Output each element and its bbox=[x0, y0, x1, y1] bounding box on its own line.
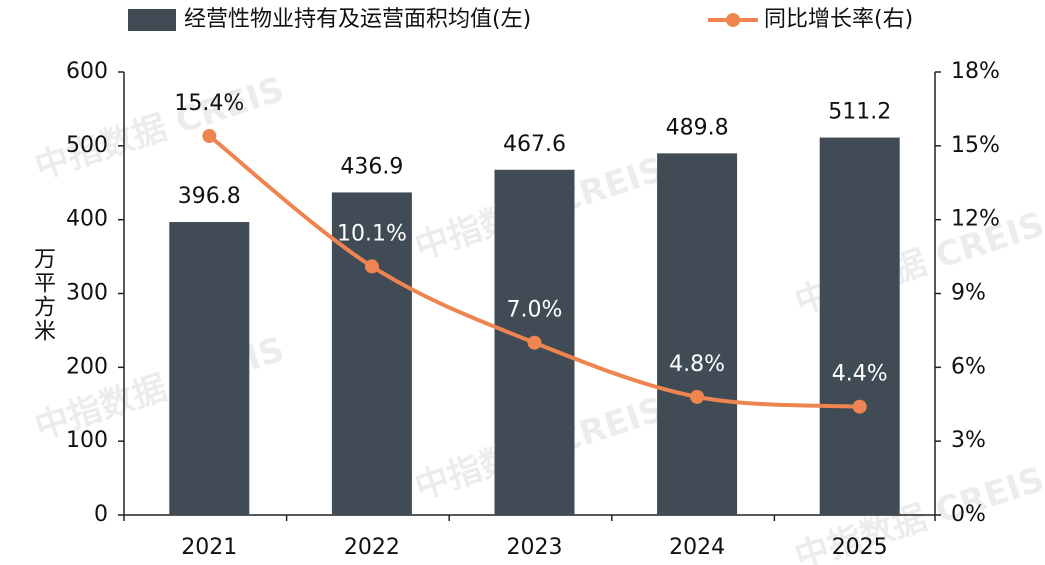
y-tick-label: 600 bbox=[66, 59, 108, 84]
bar bbox=[657, 153, 738, 516]
y-tick-label: 300 bbox=[66, 281, 108, 306]
y2-tick-label: 12% bbox=[951, 207, 1000, 232]
legend-label: 经营性物业持有及运营面积均值(左) bbox=[184, 7, 531, 32]
y2-tick-label: 18% bbox=[951, 59, 1000, 84]
x-tick-label: 2024 bbox=[669, 535, 725, 560]
bar bbox=[819, 137, 900, 515]
y2-tick-label: 9% bbox=[951, 281, 986, 306]
y-tick-label: 100 bbox=[66, 428, 108, 453]
line-value-label: 4.8% bbox=[669, 352, 725, 377]
bar-value-label: 436.9 bbox=[340, 154, 403, 179]
y2-tick-label: 6% bbox=[951, 354, 986, 379]
line-value-label: 4.4% bbox=[832, 362, 888, 387]
bar bbox=[169, 222, 250, 515]
line-value-label: 7.0% bbox=[507, 298, 563, 323]
y-tick-label: 200 bbox=[66, 354, 108, 379]
bar-value-label: 489.8 bbox=[666, 115, 729, 140]
line-point bbox=[527, 335, 542, 350]
line-value-label: 15.4% bbox=[174, 91, 244, 116]
y-axis-label: 万平方米 bbox=[30, 247, 56, 343]
x-tick-label: 2022 bbox=[344, 535, 400, 560]
line-point bbox=[690, 389, 705, 404]
y-tick-label: 500 bbox=[66, 133, 108, 158]
x-tick-label: 2021 bbox=[181, 535, 237, 560]
line-point bbox=[364, 259, 379, 274]
bar-value-label: 511.2 bbox=[828, 100, 891, 125]
line-point bbox=[852, 399, 867, 414]
y2-tick-label: 3% bbox=[951, 428, 986, 453]
x-tick-label: 2023 bbox=[507, 535, 563, 560]
y2-tick-label: 0% bbox=[951, 502, 986, 527]
y-tick-label: 400 bbox=[66, 207, 108, 232]
line-point bbox=[202, 128, 217, 143]
y2-tick-label: 15% bbox=[951, 133, 1000, 158]
y-tick-label: 0 bbox=[94, 502, 108, 527]
legend-label: 同比增长率(右) bbox=[764, 7, 913, 32]
bar-value-label: 396.8 bbox=[178, 184, 241, 209]
legend-swatch bbox=[726, 13, 740, 27]
legend-swatch bbox=[128, 9, 176, 31]
line-value-label: 10.1% bbox=[337, 221, 407, 246]
x-tick-label: 2025 bbox=[832, 535, 888, 560]
bar-value-label: 467.6 bbox=[503, 132, 566, 157]
